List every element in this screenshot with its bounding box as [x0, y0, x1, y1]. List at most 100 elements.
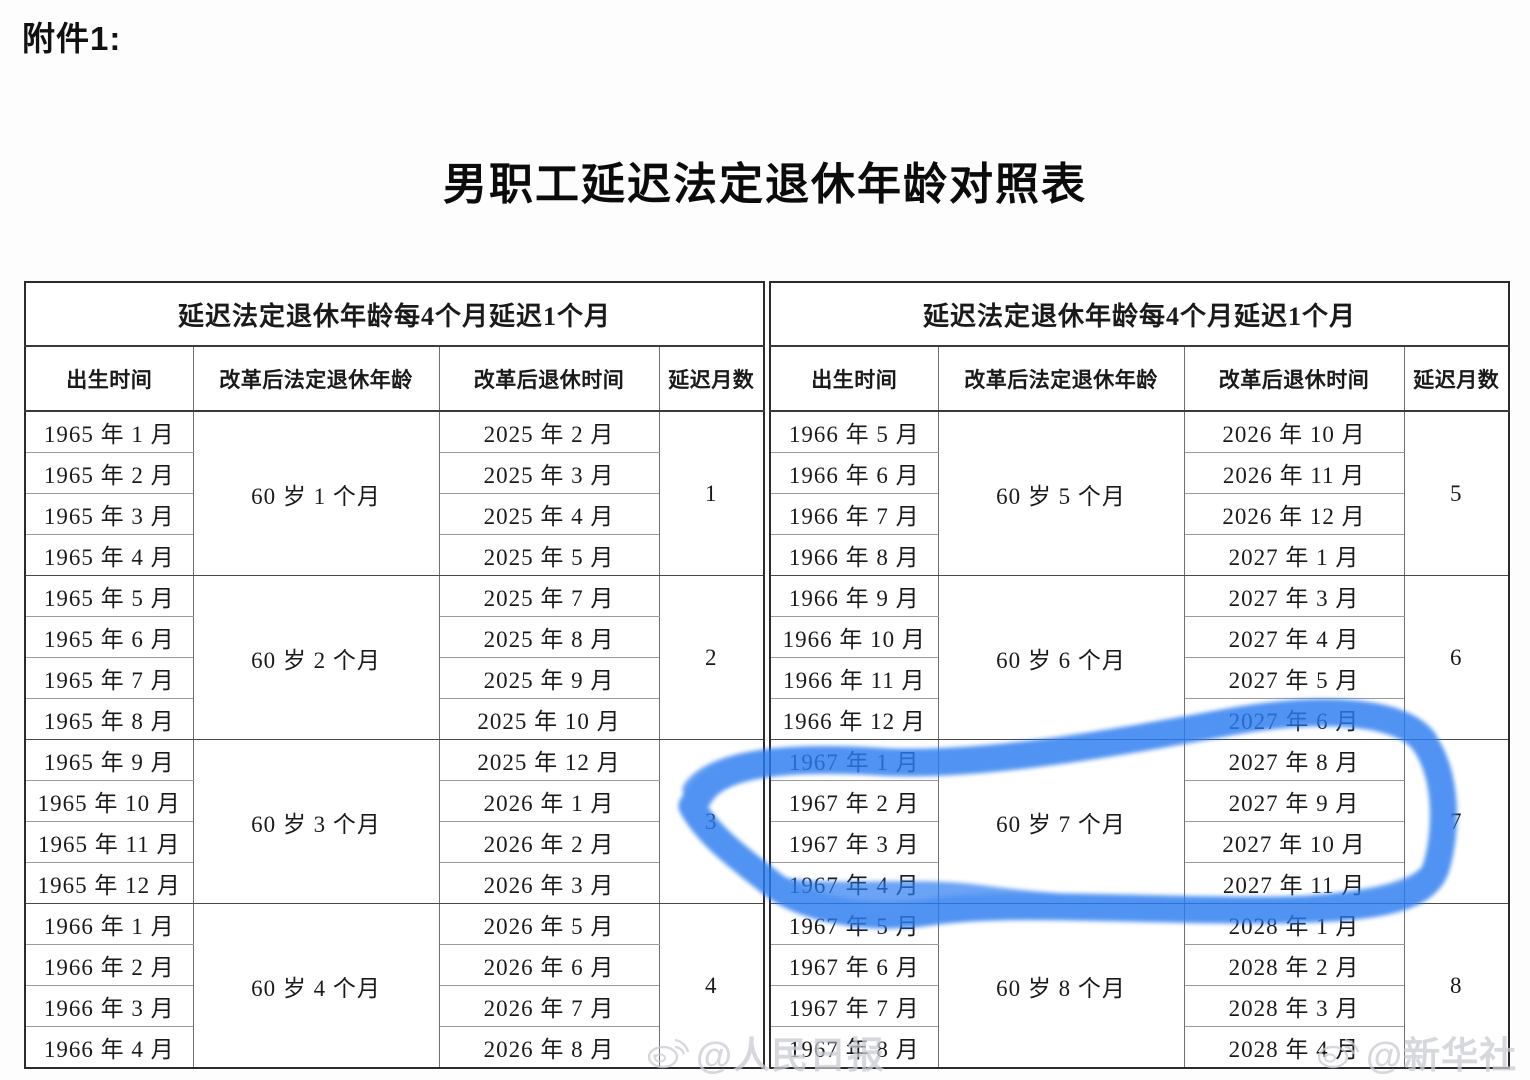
left-table-header-row: 出生时间 改革后法定退休年龄 改革后退休时间 延迟月数 — [24, 345, 765, 412]
table-row: 1965 年 10 月 2026 年 1 月 — [24, 780, 764, 822]
cell-delay-months: 3 — [658, 739, 765, 904]
retirement-table-right: 延迟法定退休年龄每4个月延迟1个月 出生时间 改革后法定退休年龄 改革后退休时间 延迟月… — [769, 281, 1511, 1069]
table-row: 1965 年 11 月 2026 年 2 月 — [24, 821, 764, 863]
cell-birth-time: 1966 年 3 月 — [24, 985, 194, 1027]
cell-birth-time: 1966 年 6 月 — [769, 452, 939, 494]
page-title: 男职工延迟法定退休年龄对照表 — [443, 160, 1087, 209]
cell-retire-time: 2027 年 3 月 — [1183, 575, 1405, 617]
cell-birth-time: 1966 年 5 月 — [769, 410, 939, 453]
comparison-tables: 延迟法定退休年龄每4个月延迟1个月 出生时间 改革后法定退休年龄 改革后退休时间 延迟月… — [24, 281, 1511, 1069]
cell-birth-time: 1965 年 6 月 — [24, 616, 194, 658]
cell-birth-time: 1965 年 3 月 — [24, 493, 194, 535]
cell-retire-time: 2025 年 8 月 — [438, 616, 660, 658]
cell-birth-time: 1966 年 10 月 — [769, 616, 939, 658]
cell-retire-time: 2025 年 12 月 — [438, 739, 660, 781]
cell-retire-time: 2025 年 2 月 — [438, 410, 660, 453]
weibo-watermark-peoples-daily: @人民日报 — [648, 1025, 885, 1079]
left-column-header-delay-months: 延迟月数 — [658, 345, 765, 412]
cell-retire-age: 60 岁 2 个月 — [192, 575, 440, 740]
cell-retire-age: 60 岁 5 个月 — [937, 410, 1185, 576]
cell-retire-age: 60 岁 7 个月 — [937, 739, 1185, 904]
table-row: 1966 年 10 月 2027 年 4 月 — [769, 616, 1509, 658]
cell-retire-time: 2027 年 10 月 — [1183, 821, 1405, 863]
cell-birth-time: 1967 年 1 月 — [769, 739, 939, 781]
cell-retire-age: 60 岁 1 个月 — [192, 410, 440, 576]
cell-retire-time: 2025 年 9 月 — [438, 657, 660, 699]
cell-retire-age: 60 岁 3 个月 — [192, 739, 440, 904]
cell-retire-time: 2027 年 9 月 — [1183, 780, 1405, 822]
cell-retire-time: 2026 年 7 月 — [438, 985, 660, 1027]
table-row: 1966 年 3 月 2026 年 7 月 — [24, 985, 764, 1027]
right-table-body: 延迟法定退休年龄每4个月延迟1个月 出生时间 改革后法定退休年龄 改革后退休时间 延迟月… — [769, 281, 1510, 1069]
cell-delay-months: 5 — [1403, 410, 1510, 576]
cell-birth-time: 1967 年 8 月 — [769, 1026, 939, 1069]
attachment-label: 附件1: — [22, 20, 122, 57]
cell-retire-age: 60 岁 8 个月 — [937, 903, 1185, 1069]
weibo-logo-icon — [648, 1038, 690, 1069]
right-column-header-retire-age: 改革后法定退休年龄 — [937, 345, 1185, 412]
table-row: 1965 年 4 月 2025 年 5 月 — [24, 534, 764, 576]
table-row: 1966 年 2 月 2026 年 6 月 — [24, 944, 764, 986]
cell-birth-time: 1965 年 5 月 — [24, 575, 194, 617]
table-row: 1965 年 8 月 2025 年 10 月 — [24, 698, 764, 740]
table-row: 1965 年 7 月 2025 年 9 月 — [24, 657, 764, 699]
cell-birth-time: 1967 年 7 月 — [769, 985, 939, 1027]
cell-delay-months: 2 — [658, 575, 765, 740]
left-table-banner: 延迟法定退休年龄每4个月延迟1个月 — [25, 281, 765, 347]
cell-retire-time: 2025 年 10 月 — [438, 698, 660, 740]
left-table-banner-row: 延迟法定退休年龄每4个月延迟1个月 — [25, 281, 765, 347]
cell-birth-time: 1965 年 10 月 — [24, 780, 194, 822]
cell-retire-time: 2026 年 11 月 — [1183, 452, 1405, 494]
cell-birth-time: 1965 年 4 月 — [24, 534, 194, 576]
cell-birth-time: 1965 年 12 月 — [24, 862, 194, 904]
cell-retire-time: 2027 年 1 月 — [1183, 534, 1405, 576]
left-column-header-retire-time: 改革后退休时间 — [438, 345, 660, 412]
right-table-header-row: 出生时间 改革后法定退休年龄 改革后退休时间 延迟月数 — [769, 345, 1510, 412]
cell-retire-time: 2025 年 5 月 — [438, 534, 660, 576]
cell-birth-time: 1967 年 4 月 — [769, 862, 939, 904]
cell-retire-time: 2027 年 6 月 — [1183, 698, 1405, 740]
left-table-body: 延迟法定退休年龄每4个月延迟1个月 出生时间 改革后法定退休年龄 改革后退休时间 延迟月… — [24, 281, 765, 1069]
right-column-header-retire-time: 改革后退休时间 — [1183, 345, 1405, 412]
cell-retire-time: 2028 年 2 月 — [1183, 944, 1405, 986]
table-row: 1966 年 4 月 2026 年 8 月 — [24, 1026, 764, 1069]
left-column-header-retire-age: 改革后法定退休年龄 — [192, 345, 440, 412]
cell-retire-time: 2026 年 2 月 — [438, 821, 660, 863]
cell-retire-time: 2026 年 12 月 — [1183, 493, 1405, 535]
watermark-handle-text: @人民日报 — [696, 1035, 886, 1076]
cell-birth-time: 1965 年 1 月 — [24, 410, 194, 453]
cell-birth-time: 1967 年 3 月 — [769, 821, 939, 863]
right-column-header-delay-months: 延迟月数 — [1403, 345, 1510, 412]
cell-birth-time: 1966 年 7 月 — [769, 493, 939, 535]
cell-retire-time: 2028 年 1 月 — [1183, 903, 1405, 945]
watermark-handle-text: @新华社 — [1366, 1035, 1518, 1076]
weibo-watermark-xinhua: @新华社 — [1318, 1025, 1517, 1079]
cell-birth-time: 1966 年 1 月 — [24, 903, 194, 945]
right-table-banner-row: 延迟法定退休年龄每4个月延迟1个月 — [770, 281, 1510, 347]
right-column-header-birth: 出生时间 — [769, 345, 939, 412]
cell-birth-time: 1966 年 11 月 — [769, 657, 939, 699]
cell-delay-months: 1 — [658, 410, 765, 576]
cell-retire-time: 2026 年 1 月 — [438, 780, 660, 822]
cell-birth-time: 1965 年 8 月 — [24, 698, 194, 740]
cell-retire-time: 2026 年 8 月 — [438, 1026, 660, 1069]
cell-birth-time: 1967 年 2 月 — [769, 780, 939, 822]
table-row: 1966 年 6 月 2026 年 11 月 — [769, 452, 1509, 494]
cell-retire-time: 2026 年 5 月 — [438, 903, 660, 945]
cell-retire-time: 2027 年 4 月 — [1183, 616, 1405, 658]
cell-retire-time: 2025 年 3 月 — [438, 452, 660, 494]
cell-retire-time: 2027 年 5 月 — [1183, 657, 1405, 699]
cell-birth-time: 1966 年 2 月 — [24, 944, 194, 986]
cell-birth-time: 1967 年 6 月 — [769, 944, 939, 986]
cell-birth-time: 1966 年 4 月 — [24, 1026, 194, 1069]
cell-retire-time: 2025 年 7 月 — [438, 575, 660, 617]
cell-retire-time: 2025 年 4 月 — [438, 493, 660, 535]
